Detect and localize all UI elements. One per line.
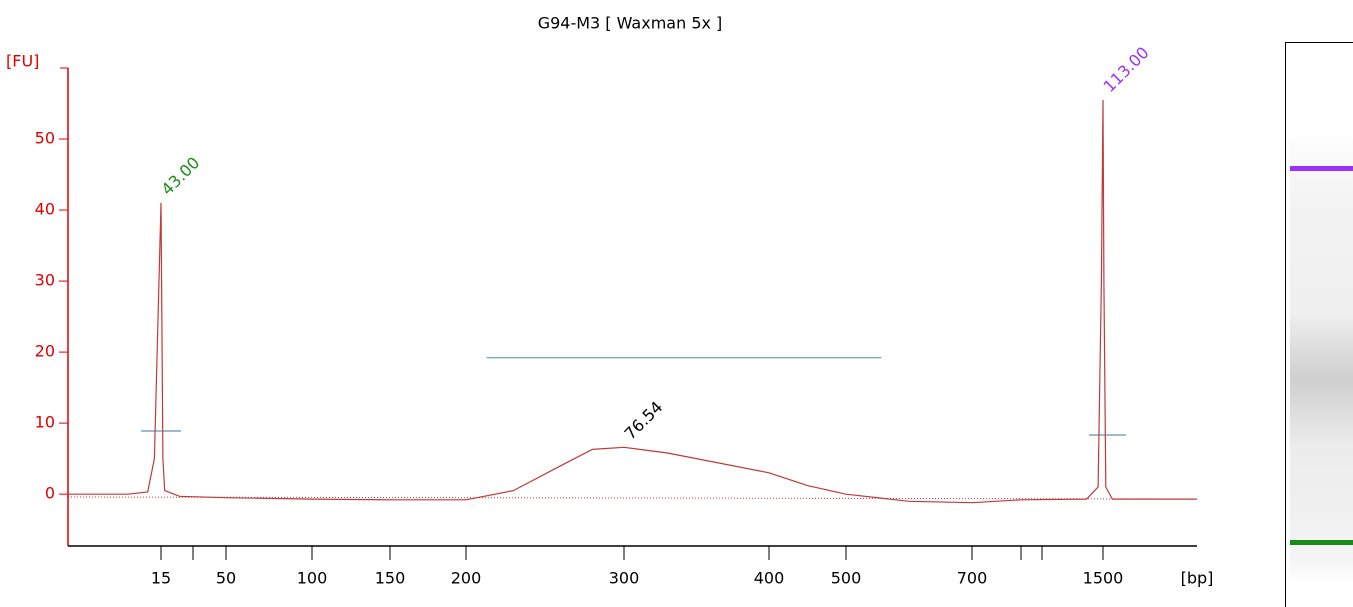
gel-band [1290, 166, 1353, 171]
peak-label: 43.00 [158, 153, 204, 199]
x-tick-label: 15 [151, 569, 171, 588]
trace-line [68, 99, 1197, 504]
y-tick-label: 10 [35, 413, 55, 432]
chart-title: G94-M3 [ Waxman 5x ] [538, 14, 723, 33]
x-tick-label: 700 [957, 569, 988, 588]
x-tick-label: 300 [609, 569, 640, 588]
x-axis-label: [bp] [1181, 569, 1214, 588]
x-tick-label: 50 [216, 569, 236, 588]
x-tick-label: 150 [375, 569, 406, 588]
peak-label: 76.54 [621, 397, 667, 443]
x-tick-label: 500 [831, 569, 862, 588]
x-tick-label: 100 [297, 569, 328, 588]
x-tick-label: 1500 [1083, 569, 1124, 588]
gel-lane [1285, 42, 1353, 607]
baseline [67, 496, 1198, 500]
y-tick-label: 20 [35, 342, 55, 361]
peak-label: 113.00 [1100, 43, 1153, 96]
y-tick-label: 0 [45, 484, 55, 503]
x-tick-label: 400 [754, 569, 785, 588]
x-tick-label: 200 [451, 569, 482, 588]
y-tick-label: 50 [35, 129, 55, 148]
y-tick-label: 40 [35, 200, 55, 219]
gel-smear [1290, 130, 1353, 582]
gel-band [1290, 540, 1353, 545]
y-tick-label: 30 [35, 271, 55, 290]
y-axis-label: [FU] [6, 52, 39, 71]
